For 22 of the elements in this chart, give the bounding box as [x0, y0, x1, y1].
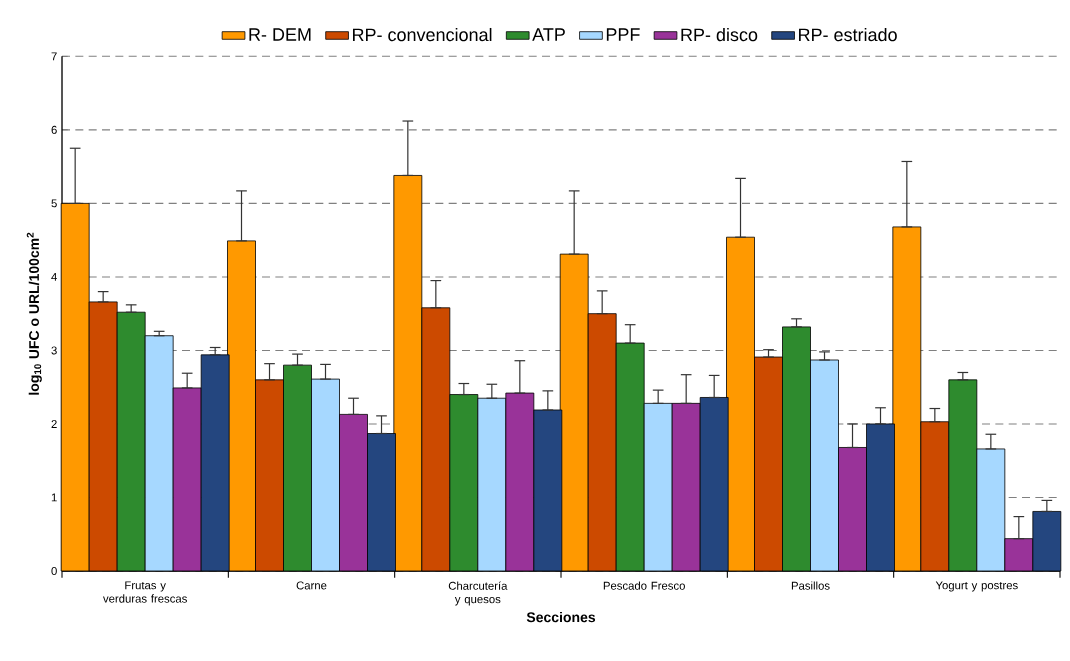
legend-label: RP- estriado: [799, 27, 897, 42]
legend-label: RP- disco: [681, 27, 758, 42]
y-tick-label: 7: [51, 52, 57, 61]
x-tick-label: Frutas y verduras frescas: [103, 581, 187, 603]
y-tick-label: 4: [51, 273, 57, 281]
y-axis-title: log$_{10}$ UFC o URL/100cm$^{2}$: [26, 232, 42, 395]
legend-label: ATP: [532, 28, 565, 41]
y-tick-label: 0: [51, 567, 57, 576]
legend-label: R- DEM: [249, 28, 311, 41]
y-tick-label: 6: [51, 125, 57, 134]
y-tick-label: 3: [51, 346, 57, 355]
x-tick-label: Carne: [296, 581, 327, 590]
y-tick-label: 1: [51, 493, 57, 502]
legend-label: RP- convencional: [353, 27, 492, 42]
legend-label: PPF: [606, 28, 640, 41]
x-tick-label: Yogurt y postres: [935, 581, 1018, 592]
y-tick-label: 2: [51, 420, 57, 428]
x-tick-label: Pescado Fresco: [603, 581, 685, 590]
x-tick-label: Charcutería y quesos: [448, 581, 508, 606]
x-axis-title: Secciones: [526, 611, 596, 623]
y-tick-label: 5: [51, 199, 57, 208]
x-tick-label: Pasillos: [791, 581, 830, 590]
